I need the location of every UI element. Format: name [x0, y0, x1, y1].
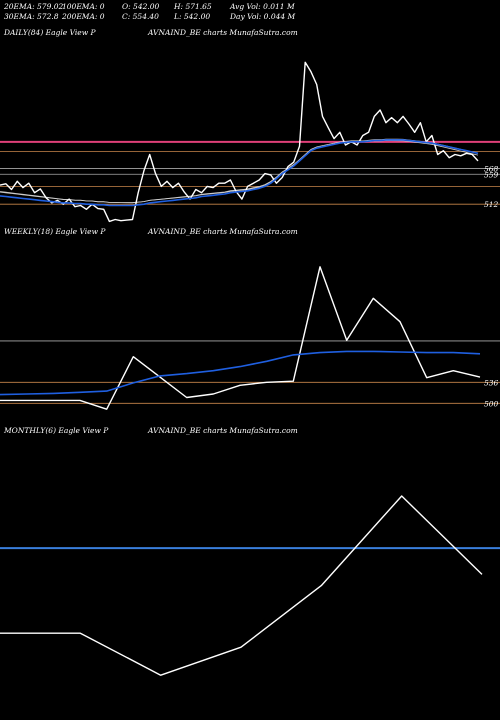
weekly-tick-label-500: 500	[484, 399, 499, 408]
stat-avg-vol: Avg Vol: 0.011 M	[230, 2, 295, 11]
daily-price-line	[0, 61, 479, 223]
daily-tick-label-512: 512	[484, 200, 499, 209]
daily-watermark: AVNAIND_BE charts MunafaSutra.com	[148, 28, 298, 37]
stat-200ema: 200EMA: 0	[62, 12, 105, 21]
monthly-watermark: AVNAIND_BE charts MunafaSutra.com	[148, 426, 298, 435]
daily-tick-label-559: 559	[484, 170, 499, 179]
daily-panel-title: DAILY(84) Eagle View P	[4, 28, 96, 37]
daily-ema-white-line-1	[0, 140, 479, 204]
weekly-tick-label-536: 536	[484, 378, 499, 387]
daily-ema-line	[0, 139, 479, 207]
daily-tick-label-568: 568	[484, 165, 499, 174]
stat-close: C: 554.40	[122, 12, 159, 21]
stat-low: L: 542.00	[174, 12, 211, 21]
stat-100ema: 100EMA: 0	[62, 2, 105, 11]
stat-20ema: 20EMA: 579.02	[4, 2, 64, 11]
monthly-panel-title: MONTHLY(6) Eagle View P	[4, 426, 109, 435]
weekly-ema-line	[0, 350, 481, 396]
stat-high: H: 571.65	[174, 2, 212, 11]
daily-ema-white-line-0	[0, 138, 479, 204]
stat-open: O: 542.00	[122, 2, 160, 11]
weekly-price-line	[0, 266, 481, 410]
weekly-panel-title: WEEKLY(18) Eagle View P	[4, 227, 106, 236]
monthly-price-line	[0, 495, 483, 676]
stat-day-vol: Day Vol: 0.044 M	[230, 12, 296, 21]
weekly-watermark: AVNAIND_BE charts MunafaSutra.com	[148, 227, 298, 236]
stat-30ema: 30EMA: 572.8	[4, 12, 59, 21]
